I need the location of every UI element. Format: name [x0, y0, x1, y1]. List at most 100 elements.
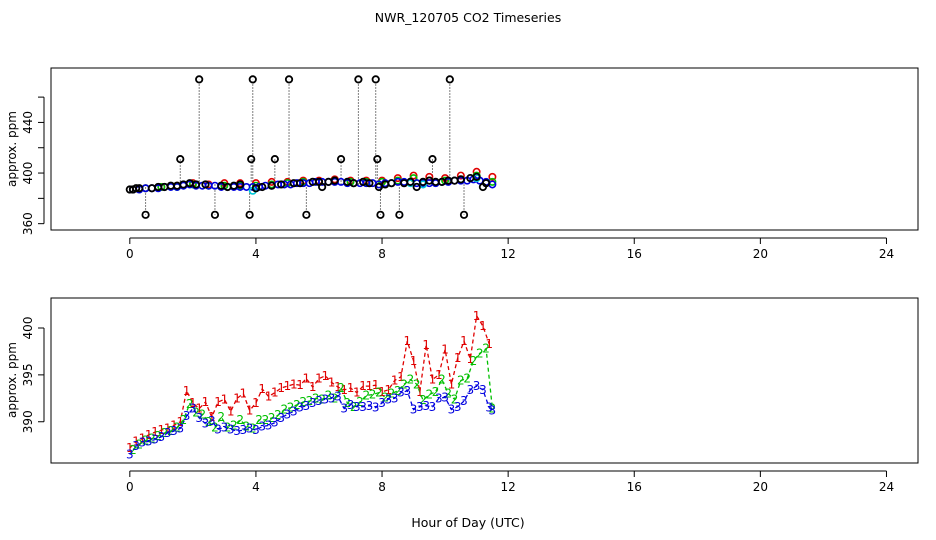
- data-point-black: [245, 210, 254, 219]
- data-point-black: [365, 179, 374, 188]
- data-point-marker: 3: [189, 402, 197, 416]
- x-tick-label: 4: [252, 480, 260, 494]
- data-point-marker: 1: [391, 374, 399, 388]
- data-point-marker: 3: [422, 399, 430, 413]
- data-point-marker: 2: [419, 393, 427, 407]
- data-point-marker: 2: [350, 400, 358, 414]
- data-point-black: [247, 155, 256, 164]
- series-line-2: [132, 347, 494, 451]
- data-point-marker: 2: [451, 392, 459, 406]
- x-tick-label: 24: [879, 247, 894, 261]
- data-point-marker: 2: [394, 384, 402, 398]
- data-point-marker: 3: [372, 401, 380, 415]
- data-point-marker: 2: [426, 388, 434, 402]
- data-point-marker: 2: [299, 395, 307, 409]
- data-point-marker: 2: [255, 413, 263, 427]
- data-point-marker: 1: [347, 381, 355, 395]
- data-point-marker: 1: [126, 441, 134, 455]
- data-point-black: [456, 175, 465, 184]
- data-point-marker: 1: [202, 395, 210, 409]
- data-point-marker: 2: [142, 434, 150, 448]
- data-point-black: [236, 180, 245, 189]
- data-point-marker: 1: [403, 334, 411, 348]
- x-tick-label: 20: [753, 247, 768, 261]
- data-point-marker: 3: [296, 401, 304, 415]
- data-point-marker: 3: [397, 386, 405, 400]
- data-point-marker: 1: [422, 338, 430, 352]
- data-point-marker: 2: [129, 443, 137, 457]
- data-point-marker: 3: [473, 379, 481, 393]
- data-point-marker: 2: [400, 377, 408, 391]
- data-point-marker: 2: [438, 373, 446, 387]
- x-axis-label: Hour of Day (UTC): [411, 515, 524, 530]
- data-point-marker: 3: [239, 423, 247, 437]
- data-point-marker: 2: [148, 432, 156, 446]
- data-point-marker: 3: [277, 411, 285, 425]
- data-point-marker: 1: [227, 404, 235, 418]
- data-point-black: [336, 155, 346, 164]
- x-tick-label: 8: [378, 480, 386, 494]
- data-point-marker: 3: [454, 400, 462, 414]
- data-point-marker: 3: [126, 448, 134, 462]
- y-tick-label: 390: [21, 410, 35, 433]
- data-point-red: [488, 172, 497, 181]
- x-tick-label: 0: [126, 247, 134, 261]
- data-point-marker: 2: [463, 372, 471, 386]
- data-point-marker: 1: [321, 369, 329, 383]
- data-point-marker: 1: [328, 375, 336, 389]
- data-point-marker: 3: [258, 419, 266, 433]
- data-point-marker: 1: [145, 428, 153, 442]
- data-point-marker: 1: [397, 370, 405, 384]
- data-point-marker: 2: [306, 394, 314, 408]
- data-point-black: [376, 210, 385, 219]
- data-point-marker: 2: [268, 411, 276, 425]
- top-y-axis-label: approx. ppm: [5, 111, 19, 187]
- data-point-black: [406, 177, 415, 187]
- data-point-marker: 2: [457, 374, 465, 388]
- y-tick-label: 360: [21, 212, 35, 235]
- data-point-black: [354, 75, 363, 84]
- data-point-marker: 1: [441, 343, 449, 357]
- data-point-marker: 2: [199, 407, 207, 421]
- data-point-marker: 1: [208, 410, 216, 424]
- data-point-black: [147, 184, 156, 193]
- data-point-marker: 3: [214, 422, 222, 436]
- data-point-marker: 2: [217, 410, 225, 424]
- x-tick-label: 0: [126, 480, 134, 494]
- data-point-marker: 2: [192, 405, 200, 419]
- data-point-black: [324, 177, 333, 187]
- data-point-marker: 3: [246, 421, 254, 435]
- data-point-marker: 2: [331, 391, 339, 405]
- data-point-marker: 1: [277, 381, 285, 395]
- data-point-marker: 1: [189, 396, 197, 410]
- data-point-black: [248, 75, 257, 84]
- data-point-marker: 1: [303, 372, 311, 386]
- data-point-marker: 1: [183, 384, 191, 398]
- data-point-marker: 1: [378, 385, 386, 399]
- data-point-marker: 3: [321, 392, 329, 406]
- data-point-marker: 2: [154, 429, 162, 443]
- data-point-marker: 3: [132, 439, 140, 453]
- data-point-marker: 2: [344, 396, 352, 410]
- data-point-marker: 3: [435, 391, 443, 405]
- data-point-marker: 1: [195, 402, 203, 416]
- data-point-marker: 2: [186, 397, 194, 411]
- data-point-marker: 3: [271, 416, 279, 430]
- chart-title: NWR_120705 CO2 Timeseries: [375, 10, 561, 25]
- data-point-red: [393, 174, 402, 183]
- data-point-marker: 1: [176, 415, 184, 429]
- data-point-marker: 1: [271, 386, 279, 400]
- data-point-marker: 3: [485, 401, 493, 415]
- data-point-marker: 1: [151, 425, 159, 439]
- y-tick-label: 395: [21, 363, 35, 386]
- data-point-marker: 2: [482, 342, 490, 356]
- data-point-red: [409, 171, 418, 180]
- data-point-marker: 1: [485, 337, 493, 351]
- data-point-black: [132, 184, 141, 193]
- data-point-marker: 3: [233, 424, 241, 438]
- data-point-marker: 1: [290, 377, 298, 391]
- data-point-marker: 2: [388, 387, 396, 401]
- data-point-black: [459, 210, 469, 219]
